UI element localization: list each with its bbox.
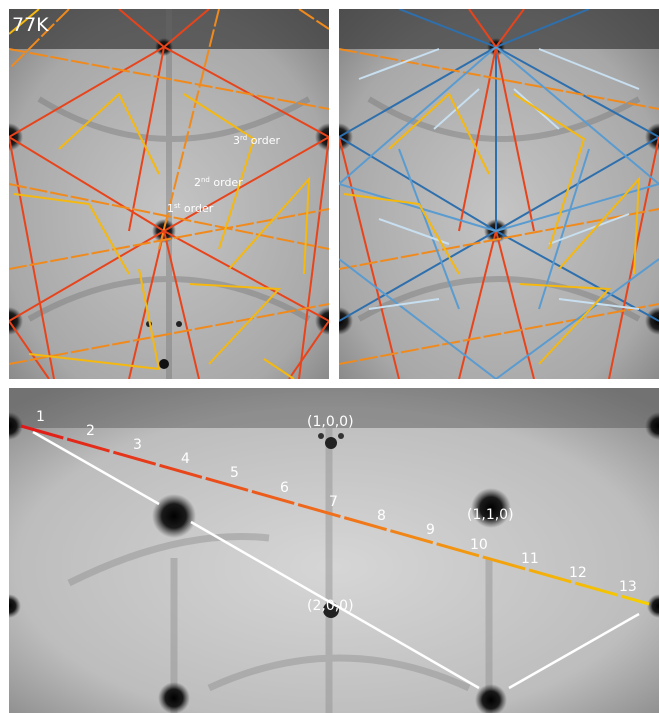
peak-label-4: 4 <box>181 451 190 467</box>
white-guide-lines <box>32 430 640 690</box>
diffraction-panel-top-left: 77K 1st order 2nd order 3rd order <box>9 9 329 379</box>
diffraction-panel-bottom: 1 2 3 4 5 6 7 8 9 10 11 12 13 (1,0,0) (1… <box>9 388 659 713</box>
peak-label-3: 3 <box>133 437 142 453</box>
peak-label-7: 7 <box>329 494 338 510</box>
diffraction-image-top-right <box>339 9 659 379</box>
temperature-label: 77K <box>12 14 49 36</box>
peak-label-8: 8 <box>377 508 386 524</box>
peak-label-10: 10 <box>470 537 488 553</box>
yellow-lines <box>343 92 641 365</box>
first-order-lines <box>9 9 329 379</box>
dark-blue-lines <box>339 9 659 322</box>
orange-overlay-lines <box>339 48 659 365</box>
diffraction-panel-top-right <box>339 9 659 379</box>
peak-number-labels: 1 2 3 4 5 6 7 8 9 10 11 12 13 <box>36 409 637 595</box>
third-order-label: 3rd order <box>233 134 281 147</box>
reflection-label-200: (2,0,0) <box>307 598 354 614</box>
reflection-labels: (1,0,0) (1,1,0) (2,0,0) <box>307 414 514 614</box>
second-order-label: 2nd order <box>194 176 243 189</box>
second-order-lines <box>9 9 329 365</box>
first-order-label: 1st order <box>167 202 214 215</box>
peak-trace-line <box>20 424 650 606</box>
peak-label-6: 6 <box>280 480 289 496</box>
reflection-label-110: (1,1,0) <box>467 507 514 523</box>
peak-label-9: 9 <box>426 522 435 538</box>
peak-label-2: 2 <box>86 423 95 439</box>
peak-label-13: 13 <box>619 579 637 595</box>
third-order-lines <box>9 9 311 379</box>
peak-label-5: 5 <box>230 465 239 481</box>
peak-label-12: 12 <box>569 565 587 581</box>
diffraction-image-bottom: 1 2 3 4 5 6 7 8 9 10 11 12 13 (1,0,0) (1… <box>9 388 659 713</box>
reflection-label-100: (1,0,0) <box>307 414 354 430</box>
diffraction-image-top-left: 77K 1st order 2nd order 3rd order <box>9 9 329 379</box>
mid-blue-lines <box>339 46 659 379</box>
peak-label-1: 1 <box>36 409 45 425</box>
peak-label-11: 11 <box>521 551 539 567</box>
bottom-bragg-peaks <box>9 412 659 713</box>
